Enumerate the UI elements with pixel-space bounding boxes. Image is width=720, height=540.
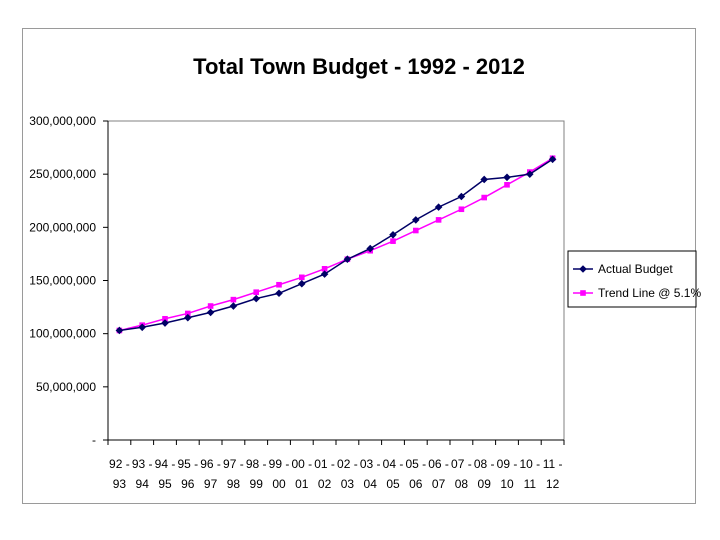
legend-item: Trend Line @ 5.1%	[573, 286, 701, 300]
y-tick-label: -	[92, 433, 96, 447]
series-group	[115, 155, 557, 335]
x-tick-label-top: 98 -	[246, 457, 267, 471]
data-point	[389, 230, 397, 239]
data-point	[481, 194, 487, 201]
x-tick-label-top: 04 -	[383, 457, 404, 471]
x-tick-label-top: 00 -	[291, 457, 312, 471]
x-tick-label-top: 97 -	[223, 457, 244, 471]
data-point	[413, 227, 419, 234]
x-tick-label-bottom: 97	[204, 477, 218, 491]
x-tick-label-top: 09 -	[497, 457, 518, 471]
y-axis: - 50,000,000 100,000,000 150,000,000 200,000…	[29, 114, 109, 447]
data-point	[503, 173, 511, 182]
data-point	[343, 255, 352, 264]
x-tick-label-bottom: 11	[524, 477, 537, 491]
data-point	[504, 182, 510, 188]
data-point	[320, 270, 329, 278]
y-tick-label: 250,000,000	[29, 167, 96, 181]
data-point	[230, 296, 237, 303]
legend-swatch-marker	[580, 290, 586, 296]
x-axis: 92 - 93 93 - 94 94 - 95 95 - 96 96 - 97 97 - 98 98 -…	[107, 439, 565, 491]
x-tick-label-bottom: 12	[546, 477, 560, 491]
plot-area	[107, 120, 565, 441]
data-point	[161, 319, 169, 327]
x-tick-label-bottom: 95	[158, 477, 172, 491]
data-point	[184, 313, 192, 322]
series-line	[119, 157, 553, 332]
data-point	[299, 274, 305, 281]
data-point	[480, 175, 488, 184]
series-line	[119, 158, 554, 332]
x-tick-label-top: 96 -	[200, 457, 221, 471]
data-point	[298, 279, 306, 288]
x-tick-label-top: 08 -	[474, 457, 495, 471]
x-tick-label-bottom: 06	[409, 477, 423, 491]
data-point	[115, 326, 124, 335]
x-tick-label-bottom: 01	[295, 477, 309, 491]
series-actual-budget	[115, 155, 557, 335]
data-point	[548, 155, 557, 164]
x-tick-label-bottom: 94	[136, 477, 150, 491]
data-point	[206, 308, 215, 317]
legend-label: Trend Line @ 5.1%	[598, 286, 701, 300]
data-point	[321, 266, 328, 272]
y-tick-label: 300,000,000	[29, 114, 96, 128]
x-tick-label-top: 01 -	[314, 457, 335, 471]
x-tick-label-bottom: 93	[113, 477, 127, 491]
data-point	[252, 294, 260, 303]
x-tick-label-top: 06 -	[428, 457, 449, 471]
x-tick-label-bottom: 99	[250, 477, 264, 491]
x-tick-label-bottom: 05	[386, 477, 400, 491]
x-tick-label-top: 92 -	[109, 457, 130, 471]
x-tick-label-top: 11 -	[543, 457, 563, 471]
x-tick-label-top: 94 -	[155, 457, 176, 471]
data-point	[162, 315, 168, 322]
data-point	[185, 310, 191, 317]
y-tick-label: 100,000,000	[29, 327, 96, 341]
x-tick-label-top: 03 -	[360, 457, 381, 471]
legend: Actual Budget Trend Line @ 5.1%	[567, 250, 701, 308]
x-tick-label-bottom: 09	[478, 477, 492, 491]
x-tick-label-bottom: 03	[341, 477, 355, 491]
x-tick-label-bottom: 08	[455, 477, 469, 491]
data-point	[457, 192, 466, 201]
y-tick-label: 150,000,000	[29, 274, 96, 288]
x-tick-label-top: 10 -	[519, 457, 540, 471]
data-point	[434, 203, 443, 211]
x-tick-label-bottom: 96	[181, 477, 195, 491]
legend-swatch-marker	[579, 265, 587, 273]
data-point	[275, 289, 283, 298]
x-tick-label-top: 02 -	[337, 457, 358, 471]
data-point	[458, 206, 465, 213]
chart-title: Total Town Budget - 1992 - 2012	[193, 54, 525, 79]
y-tick-label: 200,000,000	[29, 220, 96, 234]
x-tick-label-bottom: 10	[500, 477, 514, 491]
data-point	[390, 238, 396, 244]
x-tick-label-top: 99 -	[269, 457, 290, 471]
data-point	[366, 244, 374, 253]
x-tick-label-bottom: 02	[318, 477, 332, 491]
legend-label: Actual Budget	[598, 262, 673, 276]
data-point	[435, 217, 442, 223]
legend-item: Actual Budget	[573, 262, 673, 276]
data-point	[412, 216, 420, 224]
y-tick-label: 50,000,000	[36, 380, 96, 394]
x-tick-label-bottom: 07	[432, 477, 446, 491]
x-tick-label-top: 93 -	[132, 457, 153, 471]
x-tick-label-bottom: 00	[272, 477, 286, 491]
data-point	[253, 289, 259, 295]
x-tick-label-bottom: 04	[364, 477, 378, 491]
x-tick-label-top: 07 -	[451, 457, 472, 471]
data-point	[207, 303, 214, 309]
legend-box	[567, 250, 697, 308]
data-point	[526, 170, 534, 178]
data-point	[138, 323, 146, 332]
x-tick-label-top: 95 -	[177, 457, 198, 471]
data-point	[229, 302, 238, 310]
data-point	[276, 281, 282, 288]
x-tick-label-bottom: 98	[227, 477, 241, 491]
x-tick-label-top: 05 -	[405, 457, 426, 471]
